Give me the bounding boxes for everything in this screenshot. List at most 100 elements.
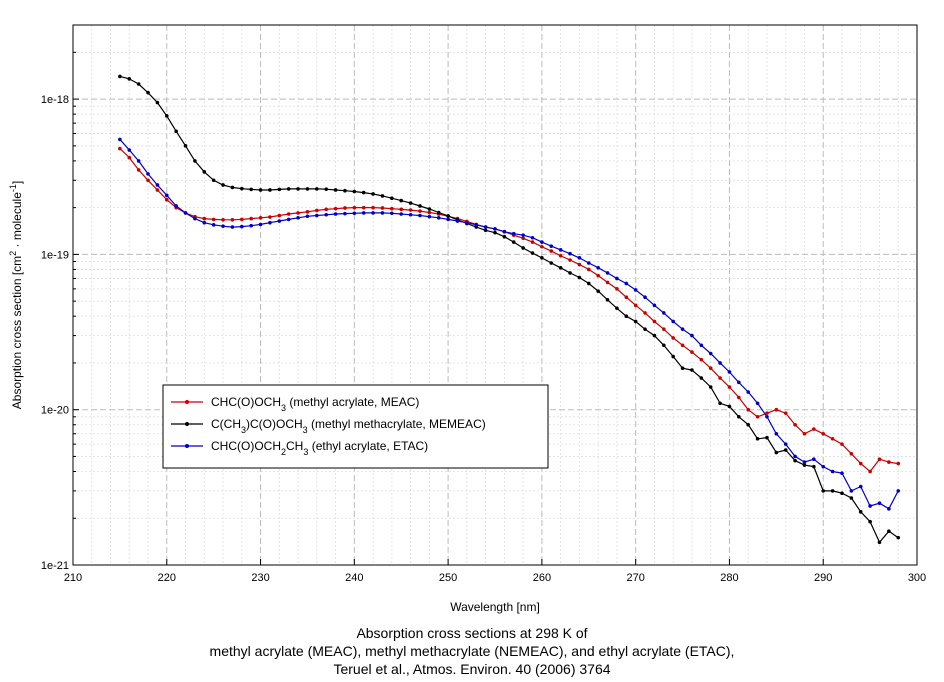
data-point (230, 185, 235, 190)
data-point (812, 457, 816, 462)
data-point (737, 415, 741, 419)
data-point (315, 213, 319, 218)
data-point (118, 137, 122, 142)
data-point (530, 235, 535, 240)
data-point (399, 212, 404, 216)
data-point (699, 357, 704, 362)
data-point (643, 311, 647, 315)
data-point (746, 390, 750, 394)
legend-label-part: 3 (303, 447, 308, 457)
data-point (830, 436, 835, 441)
data-point (802, 431, 807, 436)
data-point (277, 219, 282, 223)
data-point (474, 223, 479, 227)
data-point (380, 206, 385, 210)
data-point (549, 249, 554, 253)
data-point (774, 450, 779, 455)
legend-label-part: CH (286, 439, 303, 453)
data-point (277, 213, 282, 218)
data-point (268, 220, 272, 225)
data-point (662, 327, 666, 331)
data-point (155, 100, 160, 105)
data-point (343, 211, 347, 216)
data-point (211, 217, 216, 222)
data-point (202, 220, 207, 225)
data-point (465, 220, 469, 225)
data-point (502, 234, 507, 239)
data-point (268, 215, 272, 219)
data-point (258, 188, 263, 192)
data-point (793, 422, 797, 427)
x-tick-label: 240 (345, 572, 363, 584)
data-point (896, 489, 901, 493)
data-point (840, 491, 844, 495)
data-point (455, 219, 460, 223)
data-point (511, 231, 516, 236)
data-point (286, 217, 291, 222)
axes: 210 220 230 240 250 260 270 280 290 300 1e-21 1e-20… (41, 51, 926, 584)
data-point (699, 376, 704, 380)
data-point (540, 244, 544, 249)
data-point (755, 436, 760, 441)
data-point (783, 411, 788, 415)
series-1 (118, 74, 901, 545)
data-point (699, 343, 704, 348)
data-point (858, 461, 863, 466)
data-point (596, 289, 600, 293)
data-point (746, 407, 750, 412)
data-point (427, 210, 432, 215)
data-point (240, 224, 244, 229)
data-point (202, 170, 207, 174)
data-point (643, 295, 647, 300)
data-point (418, 213, 422, 218)
data-point (540, 240, 544, 244)
legend-label-part: CHC(O)OCH (211, 395, 281, 409)
data-point (605, 271, 610, 275)
caption-line-2: methyl acrylate (MEAC), methyl methacryl… (209, 643, 735, 659)
plot-frame (72, 24, 918, 566)
data-point (577, 275, 582, 280)
data-point (352, 211, 357, 216)
data-point (568, 251, 572, 256)
data-point (793, 458, 797, 463)
data-point (718, 401, 722, 406)
data-point (493, 230, 497, 235)
data-point (737, 380, 741, 385)
data-point (305, 210, 310, 214)
data-point (596, 273, 600, 278)
legend-label-part: 3 (241, 425, 246, 435)
data-point (868, 469, 872, 474)
data-point (230, 225, 235, 229)
series-line (119, 75, 899, 544)
data-point (680, 327, 685, 331)
data-point (671, 319, 675, 324)
legend-label: CHC(O)OCH2CH3 (ethyl acrylate, ETAC) (211, 439, 428, 457)
legend-label-part: 3 (281, 403, 286, 413)
legend-entry: CHC(O)OCH3 (methyl acrylate, MEAC) (171, 395, 419, 413)
data-point (821, 431, 826, 436)
data-point (615, 287, 619, 291)
data-point (352, 189, 357, 194)
data-point (164, 114, 169, 118)
legend-label-part: (methyl acrylate, MEAC) (286, 395, 419, 409)
data-point (305, 214, 310, 219)
data-point (277, 187, 282, 192)
data-point (755, 415, 760, 419)
legend-swatch-marker (185, 400, 189, 404)
data-point (849, 452, 854, 456)
series-layer (118, 74, 901, 545)
data-point (690, 350, 694, 354)
x-tick-label: 270 (626, 572, 644, 584)
data-point (146, 90, 150, 95)
legend-label-part: 3 (303, 425, 308, 435)
legend-label: CHC(O)OCH3 (methyl acrylate, MEAC) (211, 395, 419, 413)
data-point (624, 295, 629, 300)
data-point (558, 248, 563, 252)
data-point (812, 464, 816, 469)
data-point (118, 146, 122, 151)
data-point (427, 207, 432, 211)
data-point (737, 395, 741, 400)
legend-label-part: C(CH (211, 417, 241, 431)
legend-entry: CHC(O)OCH2CH3 (ethyl acrylate, ETAC) (171, 439, 428, 457)
data-point (887, 529, 891, 534)
